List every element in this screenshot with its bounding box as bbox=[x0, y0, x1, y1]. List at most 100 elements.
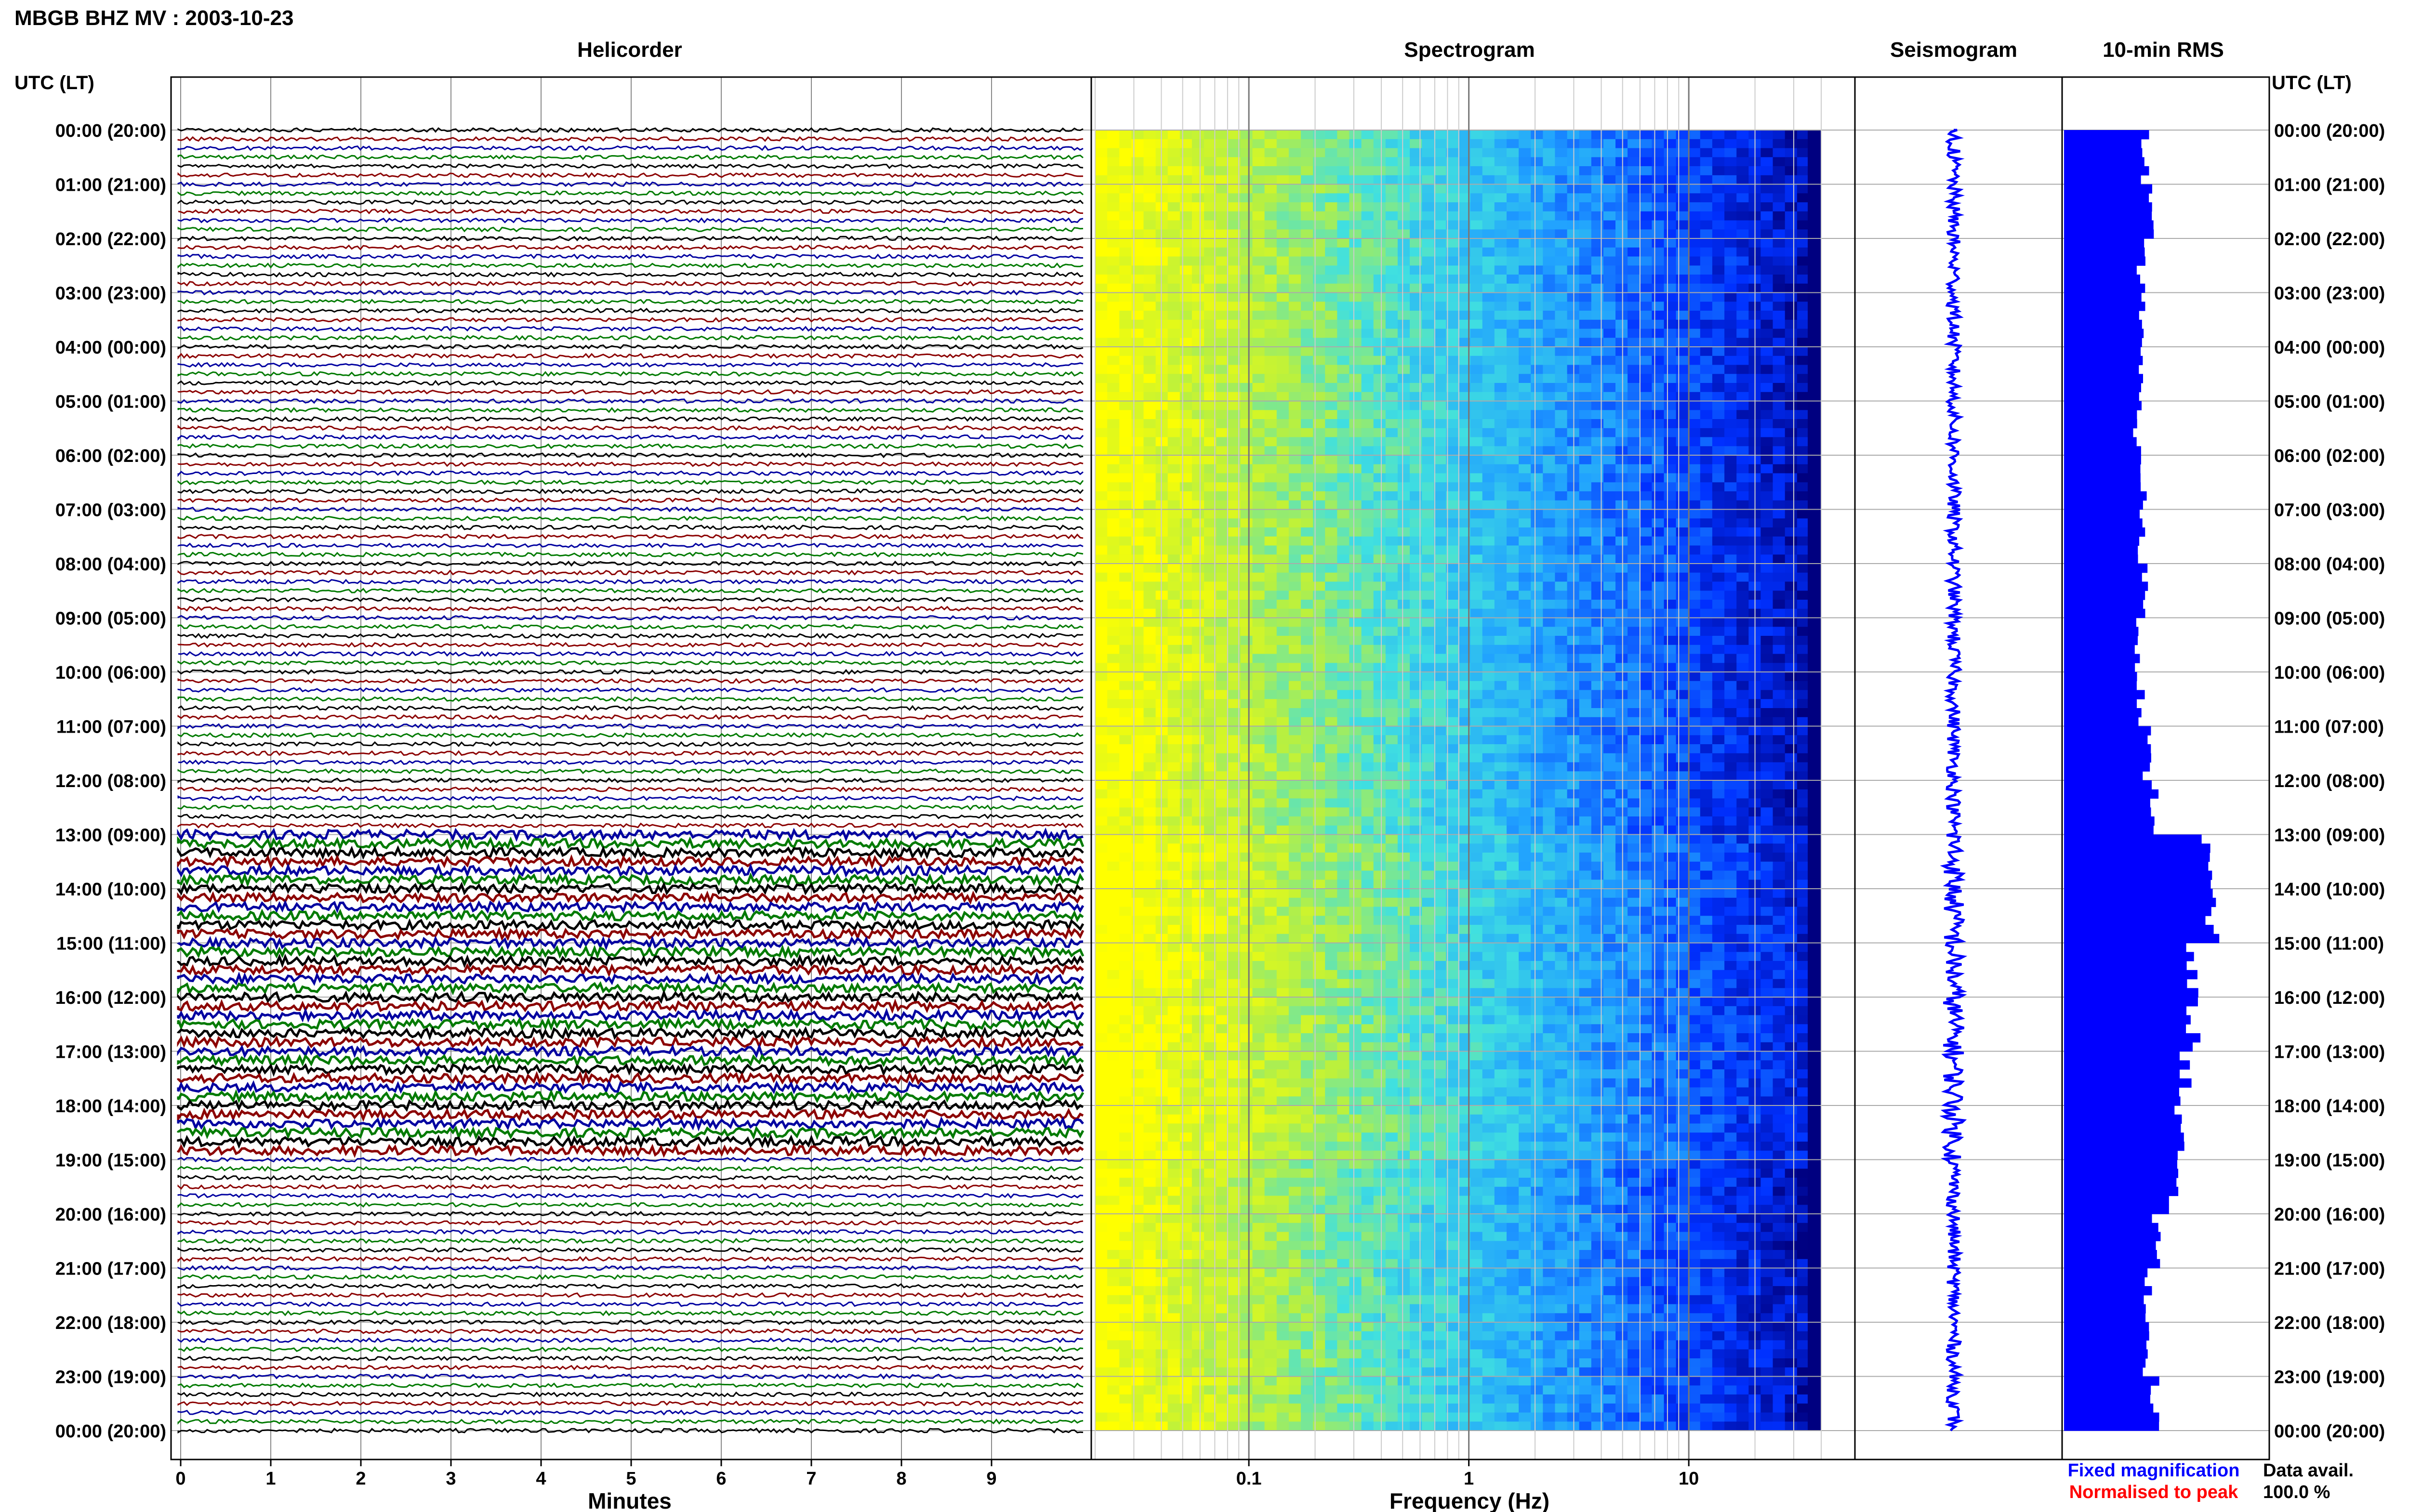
spectrogram-cell bbox=[1591, 771, 1604, 781]
spectrogram-cell bbox=[1349, 627, 1362, 636]
spectrogram-cell bbox=[1155, 157, 1168, 167]
spectrogram-cell bbox=[1482, 374, 1495, 383]
spectrogram-cell bbox=[1591, 717, 1604, 727]
spectrogram-cell bbox=[1652, 735, 1665, 745]
spectrogram-cell bbox=[1797, 428, 1810, 438]
spectrogram-cell bbox=[1228, 717, 1241, 727]
spectrogram-cell bbox=[1410, 283, 1422, 293]
spectrogram-cell bbox=[1107, 690, 1120, 699]
spectrogram-cell bbox=[1507, 843, 1519, 853]
spectrogram-cell bbox=[1119, 644, 1132, 655]
spectrogram-cell bbox=[1155, 139, 1168, 149]
spectrogram-cell bbox=[1337, 319, 1350, 329]
spectrogram-cell bbox=[1579, 771, 1592, 781]
spectrogram-cell bbox=[1095, 166, 1108, 176]
spectrogram-cell bbox=[1155, 753, 1168, 763]
spectrogram-cell bbox=[1676, 220, 1689, 230]
spectrogram-cell bbox=[1640, 491, 1652, 501]
spectrogram-cell bbox=[1760, 211, 1774, 221]
spectrogram-cell bbox=[1410, 699, 1422, 709]
spectrogram-cell bbox=[1107, 175, 1120, 185]
spectrogram-cell bbox=[1361, 220, 1374, 230]
spectrogram-cell bbox=[1760, 256, 1774, 266]
spectrogram-cell bbox=[1797, 464, 1810, 474]
spectrogram-cell bbox=[1313, 329, 1325, 338]
spectrogram-cell bbox=[1688, 690, 1701, 699]
spectrogram-cell bbox=[1482, 581, 1495, 591]
spectrogram-cell bbox=[1519, 816, 1531, 826]
spectrogram-cell bbox=[1531, 229, 1543, 239]
spectrogram-cell bbox=[1264, 554, 1277, 564]
spectrogram-cell bbox=[1434, 329, 1446, 338]
spectrogram-cell bbox=[1712, 654, 1725, 663]
spectrogram-cell bbox=[1349, 843, 1362, 853]
spectrogram-cell bbox=[1288, 735, 1301, 745]
spectrogram-cell bbox=[1458, 717, 1471, 727]
panel-title-rms: 10-min RMS bbox=[2103, 38, 2224, 62]
spectrogram-cell bbox=[1095, 600, 1108, 609]
spectrogram-cell bbox=[1652, 699, 1665, 709]
spectrogram-cell bbox=[1676, 292, 1689, 302]
spectrogram-cell bbox=[1337, 482, 1350, 492]
spectrogram-cell bbox=[1760, 627, 1774, 636]
spectrogram-cell bbox=[1216, 130, 1229, 140]
spectrogram-cell bbox=[1603, 600, 1616, 609]
spectrogram-cell bbox=[1361, 699, 1374, 709]
spectrogram-cell bbox=[1494, 220, 1507, 230]
spectrogram-cell bbox=[1712, 302, 1725, 311]
spectrogram-cell bbox=[1095, 311, 1108, 320]
spectrogram-cell bbox=[1337, 600, 1350, 609]
spectrogram-cell bbox=[1373, 130, 1386, 140]
spectrogram-cell bbox=[1724, 591, 1737, 600]
spectrogram-cell bbox=[1628, 473, 1640, 483]
spectrogram-cell bbox=[1155, 455, 1168, 465]
spectrogram-cell bbox=[1773, 392, 1786, 402]
spectrogram-cell bbox=[1482, 564, 1495, 573]
spectrogram-cell bbox=[1264, 500, 1277, 510]
spectrogram-cell bbox=[1531, 283, 1543, 293]
spectrogram-cell bbox=[1301, 618, 1313, 627]
spectrogram-cell bbox=[1507, 374, 1519, 383]
spectrogram-cell bbox=[1555, 627, 1568, 636]
spectrogram-cell bbox=[1543, 401, 1555, 410]
spectrogram-cell bbox=[1531, 726, 1543, 736]
spectrogram-cell bbox=[1107, 220, 1120, 230]
spectrogram-cell bbox=[1373, 554, 1386, 564]
spectrogram-cell bbox=[1482, 148, 1495, 158]
spectrogram-cell bbox=[1446, 374, 1459, 383]
spectrogram-cell bbox=[1167, 365, 1180, 374]
spectrogram-cell bbox=[1325, 825, 1337, 835]
spectrogram-cell bbox=[1288, 275, 1301, 284]
spectrogram-cell bbox=[1797, 825, 1810, 835]
spectrogram-cell bbox=[1131, 690, 1144, 699]
spectrogram-cell bbox=[1640, 644, 1652, 655]
spectrogram-cell bbox=[1688, 347, 1701, 356]
spectrogram-cell bbox=[1507, 446, 1519, 456]
spectrogram-cell bbox=[1773, 175, 1786, 185]
spectrogram-cell bbox=[1288, 509, 1301, 519]
spectrogram-cell bbox=[1373, 654, 1386, 663]
spectrogram-cell bbox=[1119, 311, 1132, 320]
spectrogram-cell bbox=[1095, 319, 1108, 329]
spectrogram-cell bbox=[1361, 853, 1374, 862]
spectrogram-cell bbox=[1458, 139, 1471, 149]
spectrogram-cell bbox=[1785, 446, 1798, 456]
spectrogram-cell bbox=[1216, 319, 1229, 329]
spectrogram-cell bbox=[1519, 699, 1531, 709]
spectrogram-cell bbox=[1555, 780, 1568, 790]
spectrogram-cell bbox=[1252, 843, 1265, 853]
spectrogram-cell bbox=[1700, 644, 1713, 655]
spectrogram-cell bbox=[1712, 681, 1725, 691]
spectrogram-cell bbox=[1446, 482, 1459, 492]
spectrogram-cell bbox=[1397, 825, 1410, 835]
spectrogram-cell bbox=[1107, 338, 1120, 347]
spectrogram-cell bbox=[1373, 627, 1386, 636]
spectrogram-cell bbox=[1615, 446, 1628, 456]
spectrogram-cell bbox=[1519, 383, 1531, 393]
spectrogram-cell bbox=[1531, 744, 1543, 754]
spectrogram-cell bbox=[1179, 256, 1192, 266]
spectrogram-cell bbox=[1591, 482, 1604, 492]
spectrogram-cell bbox=[1724, 672, 1737, 682]
spectrogram-cell bbox=[1519, 256, 1531, 266]
spectrogram-cell bbox=[1301, 798, 1313, 808]
